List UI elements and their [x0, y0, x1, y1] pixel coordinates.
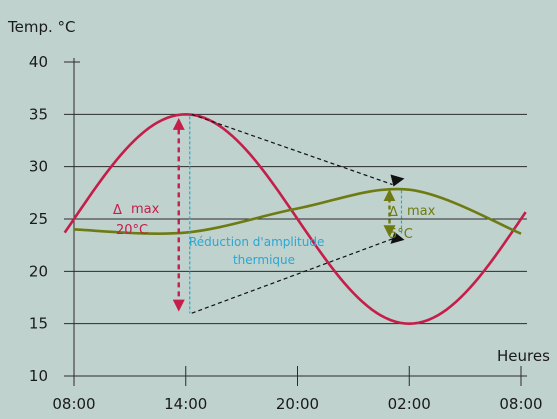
y-tick-label: 30 [29, 158, 48, 176]
y-tick-label: 25 [29, 210, 48, 228]
reduction-label-line2: thermique [233, 253, 295, 267]
day-delta-symbol: Δ [113, 203, 122, 218]
reduction-label-line1: Réduction d'amplitude [189, 235, 324, 249]
y-tick-label: 40 [29, 53, 48, 71]
convergence-line-top [191, 113, 393, 186]
annotations: Δ max 20°C Δ max 5°C Réduction d'amplitu… [113, 202, 436, 267]
series-line-day [63, 113, 527, 325]
night-delta-value: 5°C [389, 227, 413, 242]
x-axis: 08:00 14:00 20:00 02:00 08:00 [52, 366, 543, 413]
convergence-line-bottom [191, 238, 393, 314]
night-delta-symbol: Δ [389, 205, 398, 220]
y-tick-label: 15 [29, 315, 48, 333]
x-tick-label: 14:00 [164, 395, 207, 413]
series-group [63, 113, 527, 325]
x-tick-label: 08:00 [499, 395, 542, 413]
x-axis-title: Heures [497, 347, 550, 365]
day-delta-value: 20°C [116, 223, 148, 238]
x-tick-label: 20:00 [276, 395, 319, 413]
y-tick-label: 20 [29, 262, 48, 280]
y-tick-label: 10 [29, 367, 48, 385]
grid-lines [64, 58, 527, 384]
x-tick-label: 02:00 [388, 395, 431, 413]
series-line-buffered [73, 187, 522, 235]
y-axis: 10 15 20 25 30 35 40 [29, 53, 48, 385]
arrowhead-top [390, 174, 405, 187]
day-delta-label: max [131, 202, 160, 217]
amplitude-reduction-guides [172, 113, 405, 314]
y-axis-title: Temp. °C [7, 18, 76, 36]
x-tick-label: 08:00 [52, 395, 95, 413]
y-tick-label: 35 [29, 105, 48, 123]
night-delta-label: max [407, 204, 436, 219]
